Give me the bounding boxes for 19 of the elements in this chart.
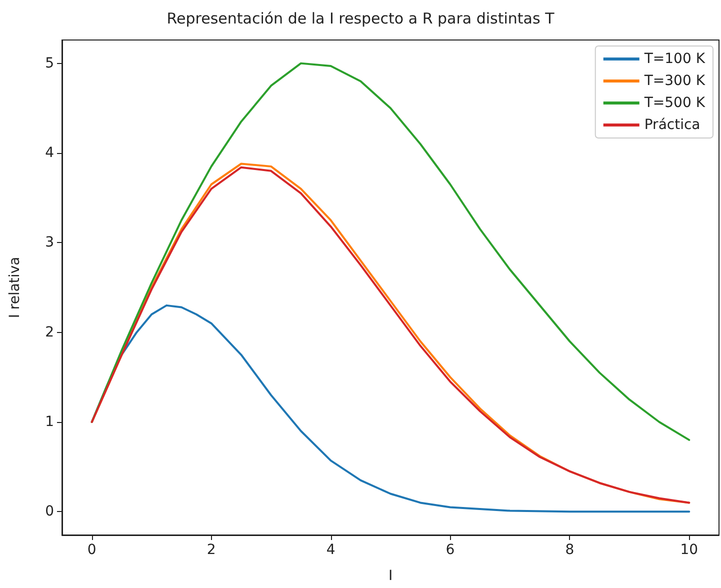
x-tick-label: 4 <box>326 542 336 558</box>
legend-label: Práctica <box>644 117 700 133</box>
legend-label: T=100 K <box>643 51 706 67</box>
x-tick-label: 8 <box>565 542 574 558</box>
x-tick-label: 10 <box>680 542 698 558</box>
chart-title: Representación de la I respecto a R para distintas T <box>166 10 556 28</box>
y-tick-label: 2 <box>45 324 54 340</box>
y-tick-label: 4 <box>45 144 54 161</box>
x-tick-label: 0 <box>87 542 96 558</box>
y-axis-title: I relativa <box>7 256 23 318</box>
x-axis-title: I <box>388 568 393 584</box>
y-tick-label: 5 <box>45 55 54 72</box>
y-tick-label: 3 <box>45 234 54 251</box>
legend-label: T=300 K <box>643 73 706 89</box>
y-tick-label: 0 <box>45 504 54 520</box>
x-tick-label: 2 <box>206 542 216 558</box>
x-tick-label: 6 <box>446 542 455 558</box>
legend-label: T=500 K <box>643 95 706 111</box>
y-tick-label: 1 <box>45 414 54 430</box>
